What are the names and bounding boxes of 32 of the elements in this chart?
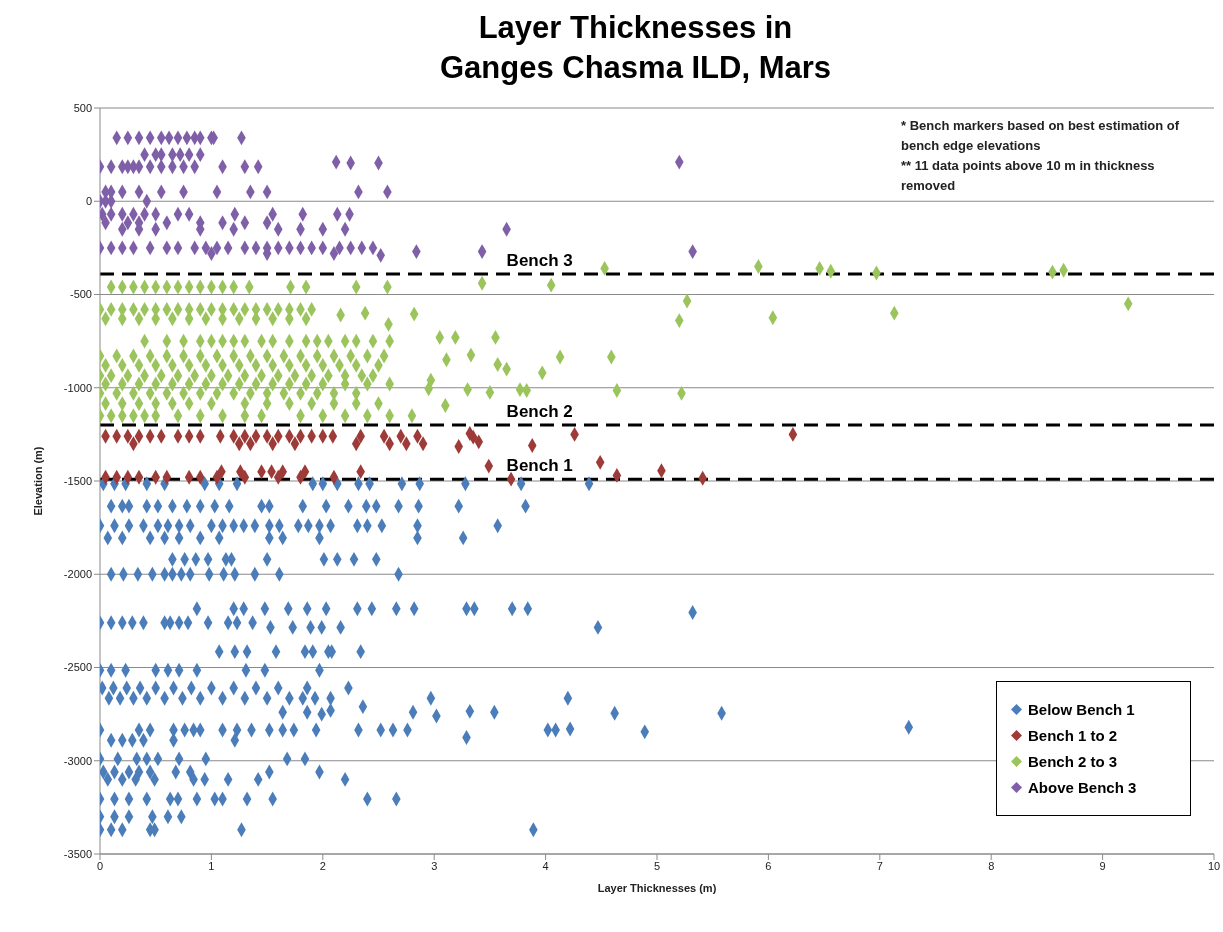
chart-title: Layer Thicknesses in Ganges Chasma ILD, Mars (438, 9, 833, 87)
y-tick-label: -3500 (63, 847, 92, 860)
legend-label: Bench 1 to 2 (1028, 727, 1118, 744)
x-tick-label: 6 (765, 859, 772, 872)
x-axis-title: Layer Thicknesses (m) (597, 882, 717, 894)
x-tick-label: 8 (988, 859, 995, 872)
x-tick-label: 5 (653, 859, 661, 872)
x-tick-label: 1 (208, 859, 215, 872)
x-tick-label: 10 (1207, 859, 1221, 872)
ref-line-label: Bench 1 (506, 456, 573, 476)
x-tick-label: 0 (96, 859, 104, 872)
legend-label: Above Bench 3 (1028, 779, 1137, 796)
x-tick-label: 3 (431, 859, 438, 872)
ref-line-label: Bench 3 (506, 250, 573, 270)
annotation: ** 11 data points above 10 m in thickness removed (901, 157, 1156, 195)
y-tick-label: -3000 (63, 754, 92, 767)
x-tick-label: 2 (319, 859, 326, 872)
x-tick-label: 9 (1099, 859, 1106, 872)
ref-line-label: Bench 2 (506, 402, 573, 422)
y-axis-title: Elevation (m) (31, 446, 44, 516)
y-tick-label: 500 (73, 101, 92, 114)
annotation: * Bench markers based on best estimation of bench edge elevations (901, 117, 1181, 155)
x-tick-label: 4 (542, 859, 549, 872)
legend-label: Bench 2 to 3 (1028, 753, 1118, 770)
y-tick-label: -500 (69, 288, 92, 301)
y-tick-label: -2500 (63, 661, 92, 674)
y-tick-label: -2000 (63, 568, 92, 581)
y-tick-label: -1000 (63, 381, 92, 394)
y-tick-label: 0 (85, 195, 92, 208)
x-tick-label: 7 (876, 859, 883, 872)
y-tick-label: -1500 (63, 474, 92, 487)
legend-label: Below Bench 1 (1028, 701, 1135, 718)
